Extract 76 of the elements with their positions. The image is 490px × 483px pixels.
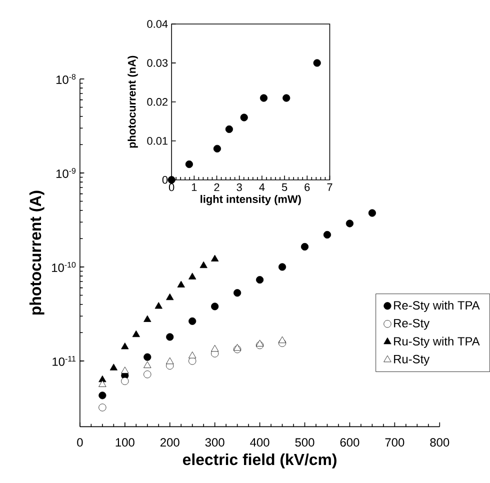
x-tick-label: 2	[214, 184, 220, 192]
point	[368, 209, 376, 217]
point	[260, 94, 268, 102]
point	[166, 294, 174, 300]
y-tick-label: 10$^{-9}$	[56, 168, 76, 178]
legend-label: Ru-Sty	[394, 355, 430, 366]
x-tick-label: 4	[259, 184, 265, 192]
legend-label: Re-Sty with TPA	[394, 301, 480, 312]
x-tick-label: 7	[327, 184, 332, 192]
point	[313, 59, 321, 67]
point	[121, 342, 129, 350]
x-tick-label: 600	[340, 438, 360, 447]
x-axis-title: light intensity (mW)	[200, 195, 301, 206]
point	[225, 126, 233, 134]
point	[278, 336, 286, 344]
x-tick-label: 300	[205, 438, 224, 447]
x-tick-label: 400	[250, 438, 270, 447]
point	[234, 289, 242, 297]
point	[213, 145, 222, 153]
x-tick-label: 0	[168, 184, 174, 192]
point	[166, 333, 174, 341]
x-axis-title: electric field (kV/cm)	[182, 454, 336, 469]
x-tick-label: 6	[304, 184, 310, 192]
point	[256, 340, 264, 347]
y-axis-title: photocurrent (nA)	[128, 56, 138, 148]
point	[98, 392, 106, 400]
point	[132, 330, 140, 338]
y-axis-title: photocurrent (A)	[29, 190, 44, 315]
point	[121, 378, 129, 386]
point	[144, 315, 152, 322]
x-tick-label: 200	[160, 438, 180, 447]
y-tick-label: 0.02	[147, 98, 168, 106]
point	[98, 380, 106, 388]
legend-label: Re-Sty	[394, 319, 430, 330]
point	[188, 272, 196, 280]
point	[346, 220, 354, 228]
x-tick-label: 500	[295, 438, 314, 447]
y-tick-label: 10$^{-10}$	[52, 262, 76, 272]
x-tick-label: 100	[116, 438, 134, 447]
y-tick-label: 10$^{-8}$	[56, 74, 76, 84]
y-tick-label: 10$^{-11}$	[52, 356, 76, 366]
point	[185, 160, 193, 168]
x-tick-label: 1	[192, 184, 197, 192]
point	[256, 276, 264, 284]
point	[188, 318, 196, 326]
point	[188, 352, 196, 358]
x-tick-label: 0	[77, 438, 83, 447]
x-tick-label: 5	[282, 184, 288, 192]
y-tick-label: 0	[162, 176, 168, 184]
point	[240, 114, 248, 122]
legend-label: Ru-Sty with TPA	[394, 336, 480, 348]
point	[211, 302, 219, 310]
point	[323, 231, 332, 239]
point	[282, 94, 290, 102]
point	[210, 345, 219, 352]
y-tick-label: 0.03	[147, 59, 168, 68]
point	[121, 366, 129, 374]
y-tick-label: 0.04	[147, 20, 168, 28]
point	[144, 370, 152, 378]
point	[233, 344, 242, 351]
point	[166, 358, 174, 364]
point	[210, 254, 219, 262]
x-tick-label: 700	[385, 438, 404, 447]
point	[110, 364, 118, 371]
point	[278, 263, 286, 271]
point	[300, 243, 309, 251]
y-tick-label: 0.01	[147, 137, 168, 145]
point	[98, 404, 106, 412]
x-tick-label: 3	[236, 184, 242, 192]
point	[144, 362, 152, 368]
point	[200, 262, 208, 268]
point	[177, 280, 185, 288]
point	[188, 357, 196, 365]
x-tick-label: 800	[430, 438, 450, 447]
point	[144, 353, 152, 362]
point	[154, 302, 162, 309]
